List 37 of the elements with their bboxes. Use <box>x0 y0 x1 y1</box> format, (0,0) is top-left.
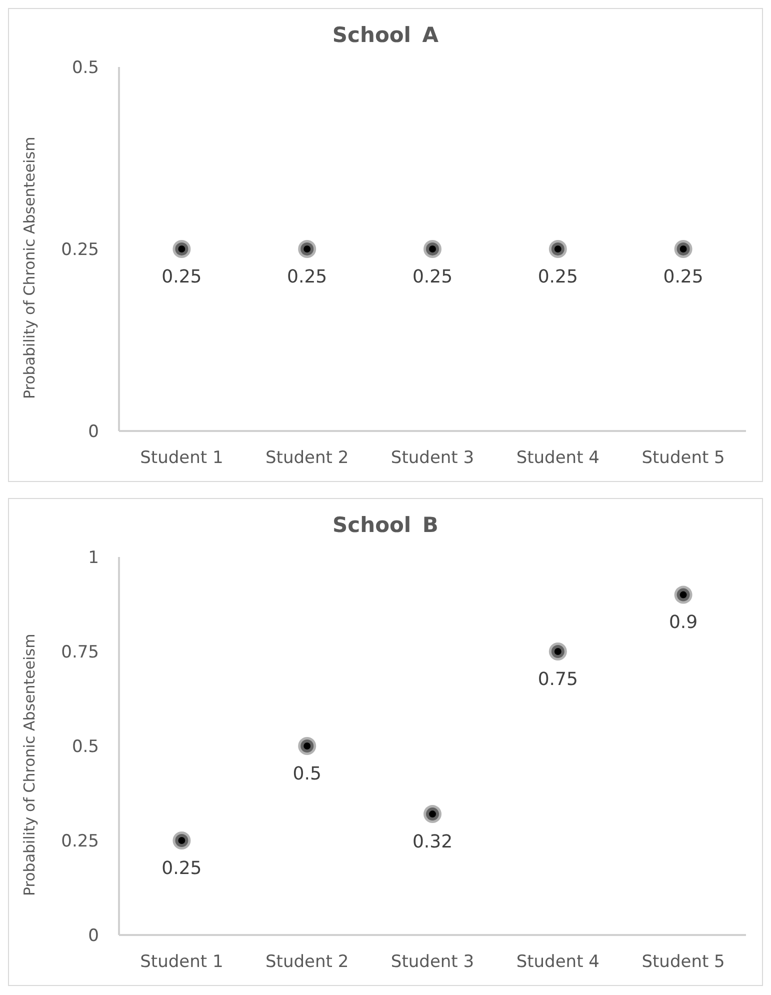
data-label: 0.5 <box>292 763 322 784</box>
data-label: 0.25 <box>287 266 328 288</box>
x-tick-label: Student 5 <box>642 448 725 468</box>
x-tick-label: Student 1 <box>140 448 224 468</box>
point <box>298 737 316 755</box>
data-label: 0.25 <box>663 266 704 288</box>
point <box>172 832 191 850</box>
data-label: 0.32 <box>412 831 453 852</box>
y-tick-label: 0 <box>88 926 99 946</box>
y-tick-label: 1 <box>88 548 99 568</box>
data-label: 0.25 <box>538 266 578 288</box>
y-tick-label: 0.25 <box>61 240 99 260</box>
y-axis-title: Probability of Chronic Absenteeism <box>20 634 38 896</box>
x-tick-label: Student 2 <box>266 952 349 972</box>
x-tick-label: Student 2 <box>266 448 349 468</box>
y-tick-label: 0.25 <box>61 832 99 852</box>
data-label: 0.25 <box>412 266 453 288</box>
y-tick-label: 0 <box>88 422 99 442</box>
data-label: 0.9 <box>668 612 698 634</box>
x-tick-label: Student 4 <box>516 448 600 468</box>
x-tick-label: Student 3 <box>390 952 474 972</box>
y-tick-label: 0.5 <box>72 737 99 758</box>
point <box>548 642 567 660</box>
y-tick-label: 0.5 <box>72 58 99 78</box>
x-tick-label: Student 5 <box>642 952 725 972</box>
data-label: 0.25 <box>162 858 202 879</box>
data-label: 0.25 <box>162 266 202 288</box>
x-tick-label: Student 1 <box>140 952 224 972</box>
chart-title: School A <box>331 22 440 49</box>
point <box>674 586 692 604</box>
chart-title: School B <box>332 512 440 539</box>
point <box>424 805 442 824</box>
x-tick-label: Student 4 <box>516 952 600 972</box>
y-tick-label: 0.75 <box>61 642 99 663</box>
x-tick-label: Student 3 <box>390 448 474 468</box>
data-label: 0.75 <box>538 668 578 690</box>
y-axis-title: Probability of Chronic Absenteeism <box>20 136 38 399</box>
